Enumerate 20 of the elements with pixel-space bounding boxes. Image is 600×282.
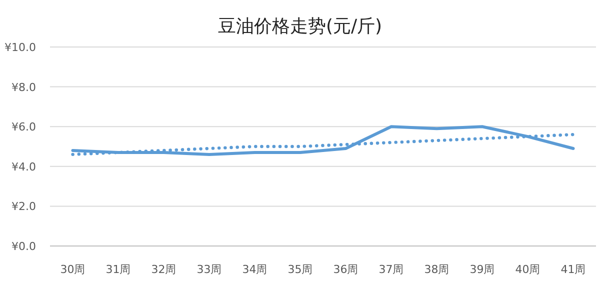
y-tick-label: ¥0.0 (12, 240, 36, 253)
y-tick-label: ¥4.0 (12, 160, 36, 174)
x-tick-label: 40周 (515, 263, 540, 276)
line-series (71, 125, 575, 156)
x-tick-label: 34周 (242, 263, 268, 276)
x-tick-label: 31周 (106, 263, 131, 276)
x-tick-label: 39周 (470, 263, 495, 276)
x-tick-label: 30周 (60, 263, 86, 276)
x-tick-label: 33周 (196, 263, 222, 276)
x-tick-label: 35周 (288, 263, 313, 276)
y-tick-label: ¥2.0 (12, 200, 36, 214)
x-tick-label: 38周 (424, 263, 450, 276)
x-tick-label: 36周 (333, 263, 358, 276)
x-tick-label: 37周 (378, 263, 404, 276)
x-tick-label: 32周 (151, 263, 176, 276)
chart-title: 豆油价格走势(元/斤) (218, 16, 382, 37)
x-tick-label: 41周 (560, 263, 586, 276)
y-tick-label: ¥10.0 (4, 41, 36, 54)
y-tick-label: ¥6.0 (12, 120, 36, 134)
y-tick-label: ¥8.0 (12, 80, 36, 94)
